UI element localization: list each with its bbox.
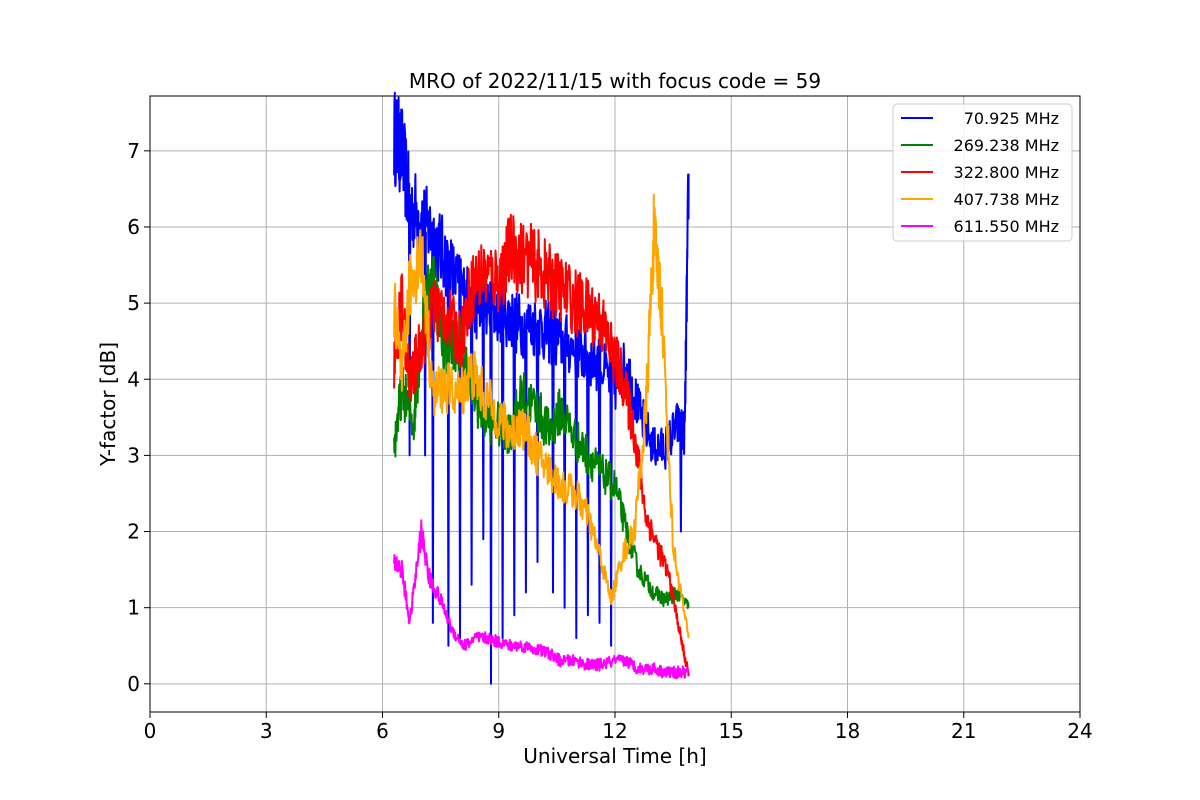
chart-title: MRO of 2022/11/15 with focus code = 59 bbox=[409, 69, 821, 93]
x-axis-label: Universal Time [h] bbox=[523, 744, 706, 768]
x-tick-label: 6 bbox=[376, 719, 389, 743]
y-tick-label: 1 bbox=[127, 596, 140, 620]
y-tick-label: 5 bbox=[127, 291, 140, 315]
x-tick-label: 15 bbox=[719, 719, 744, 743]
y-tick-label: 3 bbox=[127, 443, 140, 467]
y-tick-label: 6 bbox=[127, 215, 140, 239]
legend-label-1: 269.238 MHz bbox=[954, 136, 1059, 155]
y-tick-label: 7 bbox=[127, 139, 140, 163]
series-line-1 bbox=[393, 255, 690, 609]
legend-items: 70.925 MHz 269.238 MHz 322.800 MHz 407.738 … bbox=[901, 109, 1059, 236]
y-axis-label: Y-factor [dB] bbox=[96, 342, 120, 467]
legend: 70.925 MHz 269.238 MHz 322.800 MHz 407.738 … bbox=[892, 103, 1073, 242]
y-tick-label: 0 bbox=[127, 672, 140, 696]
series-line-3 bbox=[393, 193, 690, 639]
x-tick-label: 9 bbox=[492, 719, 505, 743]
legend-label-2: 322.800 MHz bbox=[954, 163, 1059, 182]
x-tick-label: 24 bbox=[1067, 719, 1092, 743]
series-line-0 bbox=[393, 91, 690, 685]
x-tick-label: 18 bbox=[835, 719, 860, 743]
y-tick-label: 4 bbox=[127, 367, 140, 391]
legend-label-0: 70.925 MHz bbox=[964, 109, 1059, 128]
x-tick-label: 21 bbox=[951, 719, 976, 743]
legend-label-3: 407.738 MHz bbox=[954, 190, 1059, 209]
series-layer bbox=[393, 91, 690, 685]
legend-label-4: 611.550 MHz bbox=[954, 217, 1059, 236]
x-tick-label: 0 bbox=[144, 719, 157, 743]
x-tick-label: 12 bbox=[602, 719, 627, 743]
series-line-4 bbox=[393, 519, 690, 680]
x-tick-label: 3 bbox=[260, 719, 273, 743]
y-tick-label: 2 bbox=[127, 520, 140, 544]
legend-box bbox=[892, 103, 1073, 242]
series-line-2 bbox=[393, 213, 690, 677]
